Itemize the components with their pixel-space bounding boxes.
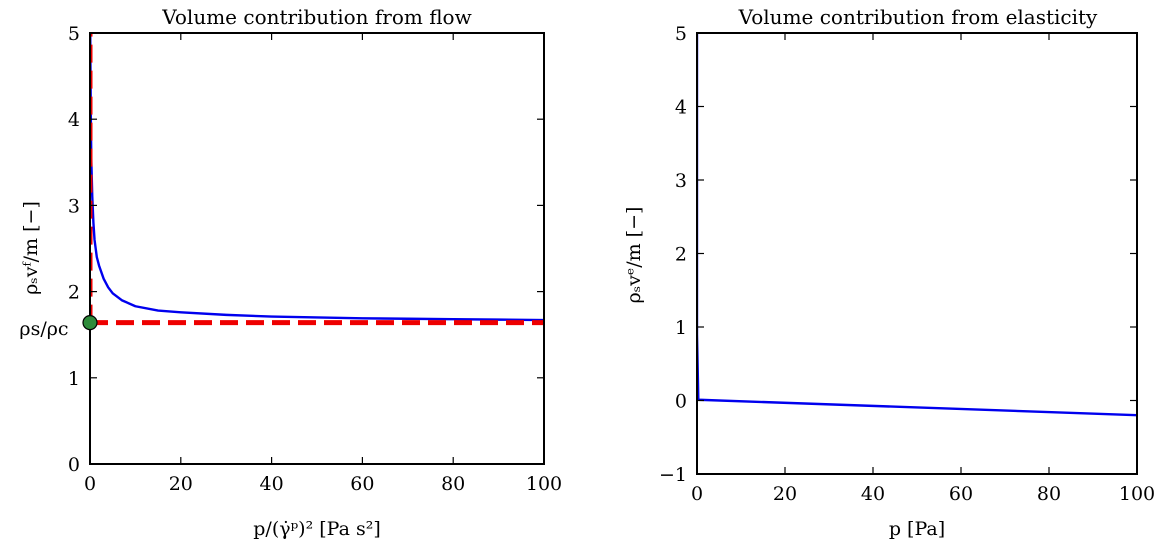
flow-x-tick-label: 0 xyxy=(84,473,96,495)
flow-x-tick-label: 40 xyxy=(260,473,284,495)
elasticity-chart-panel: Volume contribution from elasticity p [P… xyxy=(623,5,1155,540)
elasticity-chart-title: Volume contribution from elasticity xyxy=(738,5,1098,29)
flow-plot-area xyxy=(90,33,544,326)
flow-chart-panel: Volume contribution from flow p/(γ̇ᵖ)² [… xyxy=(19,5,562,540)
elasticity-y-tick-label: 5 xyxy=(675,23,687,45)
flow-density-ratio-marker xyxy=(82,315,98,331)
flow-x-axis-label: p/(γ̇ᵖ)² [Pa s²] xyxy=(253,518,381,540)
flow-y-tick-label: 0 xyxy=(68,454,80,476)
elasticity-y-tick-label: 2 xyxy=(675,244,687,266)
elasticity-y-tick-label: 4 xyxy=(675,97,687,119)
flow-y-tick-label: 1 xyxy=(68,368,80,390)
flow-x-tick-label: 80 xyxy=(441,473,465,495)
flow-axes-frame xyxy=(89,32,545,465)
flow-x-tick-label: 20 xyxy=(169,473,193,495)
flow-y-tick-label: 2 xyxy=(68,282,80,304)
flow-y-tick-label: 5 xyxy=(68,23,80,45)
elasticity-plot-area xyxy=(697,33,1137,417)
elasticity-x-tick-label: 60 xyxy=(949,483,973,505)
elasticity-series-0-line xyxy=(697,33,1137,417)
elasticity-y-tick-label: 1 xyxy=(675,317,687,339)
flow-annotation-density-ratio: ρs/ρc xyxy=(19,318,68,340)
flow-y-axis-label: ρₛvᶠ/m [−] xyxy=(20,201,42,295)
flow-series-0-line xyxy=(90,33,544,322)
flow-y-tick-label: 3 xyxy=(68,195,80,217)
elasticity-x-tick-label: 80 xyxy=(1037,483,1061,505)
elasticity-x-tick-label: 0 xyxy=(691,483,703,505)
flow-x-tick-label: 60 xyxy=(350,473,374,495)
elasticity-x-tick-label: 100 xyxy=(1119,483,1155,505)
elasticity-x-tick-label: 20 xyxy=(773,483,797,505)
flow-x-tick-label: 100 xyxy=(526,473,562,495)
flow-y-tick-label: 4 xyxy=(68,109,80,131)
elasticity-y-tick-label: 0 xyxy=(675,391,687,413)
elasticity-y-tick-label: −1 xyxy=(659,464,687,486)
elasticity-x-axis-label: p [Pa] xyxy=(889,518,945,540)
elasticity-y-axis-label: ρₛvᵉ/m [−] xyxy=(623,207,645,304)
flow-chart-title: Volume contribution from flow xyxy=(161,5,471,29)
elasticity-x-tick-label: 40 xyxy=(861,483,885,505)
elasticity-y-tick-label: 3 xyxy=(675,170,687,192)
